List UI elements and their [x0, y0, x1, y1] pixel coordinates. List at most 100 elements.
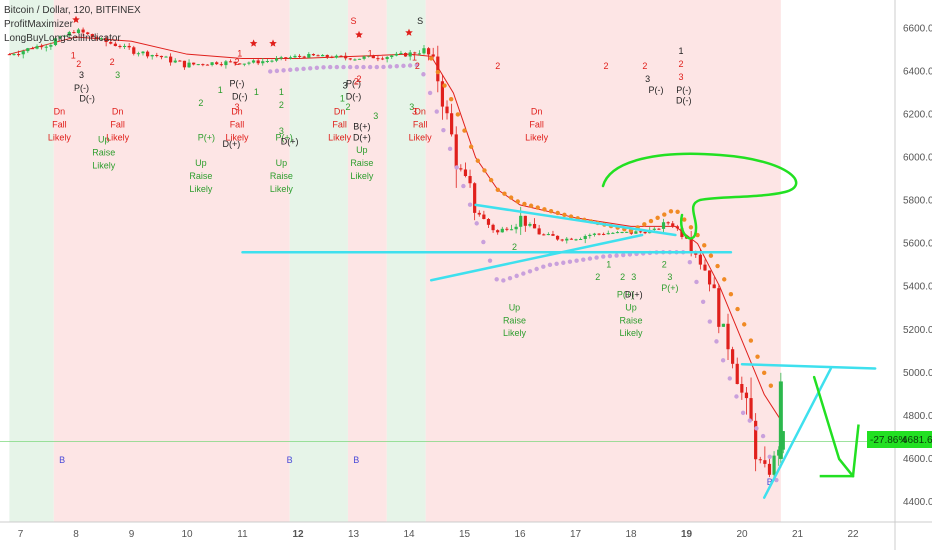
candle-body: [7, 54, 11, 56]
y-tick-label: 6000.0: [903, 153, 932, 164]
candle-body: [657, 228, 661, 230]
candle-body: [505, 228, 509, 230]
candle-body: [712, 284, 716, 289]
signal-label: 3: [645, 74, 650, 84]
candle-body: [698, 254, 702, 265]
signal-label: S: [350, 16, 356, 26]
x-tick-label: 16: [514, 529, 526, 540]
orange-dot: [728, 292, 734, 297]
purple-dot: [614, 253, 619, 258]
purple-dot: [441, 127, 446, 133]
candle-body: [104, 38, 108, 43]
candle-body: [173, 60, 177, 63]
candle-body: [643, 231, 647, 234]
candle-body: [744, 392, 749, 399]
signal-label: 3: [373, 111, 378, 121]
candle-body: [118, 46, 122, 48]
candle-body: [362, 56, 366, 59]
purple-dot: [334, 64, 340, 70]
y-tick-label: 5200.0: [903, 325, 932, 336]
signal-label: 1: [237, 48, 242, 58]
resistance-line: [740, 362, 877, 370]
orange-dot: [735, 306, 740, 312]
purple-dot: [594, 255, 599, 260]
star-marker: [249, 39, 258, 47]
orange-dot: [542, 207, 547, 212]
symbol-title[interactable]: Bitcoin / Dollar, 120, BITFINEX: [4, 5, 141, 16]
candle-body: [606, 233, 610, 235]
orange-dot: [475, 158, 481, 163]
orange-dot: [722, 277, 727, 282]
purple-dot: [587, 256, 593, 261]
y-tick-label: 5000.0: [903, 368, 932, 379]
rising-trendline: [762, 367, 833, 499]
candle-body: [445, 106, 449, 114]
candle-body: [371, 55, 375, 59]
candle-body: [348, 58, 352, 60]
signal-label: 2: [620, 272, 625, 282]
zone-bull: [386, 0, 426, 522]
candle-body: [311, 54, 316, 56]
candle-body: [675, 226, 679, 229]
candle-body: [251, 60, 256, 63]
indicator-profitmaximizer[interactable]: ProfitMaximizer: [4, 19, 73, 30]
signal-label: B: [59, 455, 65, 465]
candle-body: [763, 460, 767, 464]
orange-dot: [768, 383, 774, 388]
candle-body: [740, 384, 744, 393]
purple-dot: [774, 477, 779, 483]
candle-body: [537, 228, 541, 235]
trend-zones: [9, 0, 781, 522]
signal-label: P(-): [648, 85, 663, 95]
candle-body: [274, 58, 279, 61]
purple-dot: [321, 65, 326, 70]
x-tick-label: 7: [18, 529, 24, 540]
signal-label: Raise: [270, 171, 293, 181]
user-drawings[interactable]: [241, 152, 877, 499]
candle-body: [661, 222, 666, 229]
signal-label: 2: [415, 61, 420, 71]
candle-body: [523, 215, 527, 226]
purple-trailing-dots: [268, 62, 779, 483]
orange-dot: [448, 96, 454, 102]
candle-body: [49, 45, 53, 47]
candle-body: [265, 60, 269, 62]
purple-dot: [700, 299, 706, 304]
x-tick-label: 20: [736, 529, 748, 540]
orange-dot: [435, 69, 441, 75]
candle-body: [689, 238, 693, 252]
purple-dot: [407, 63, 413, 68]
candle-body: [625, 231, 629, 233]
purple-dot: [720, 358, 726, 363]
candle-body: [703, 264, 707, 271]
candle-body: [224, 61, 228, 66]
orange-dot: [548, 208, 554, 214]
signal-label: Likely: [503, 328, 527, 338]
signal-label: 2: [604, 61, 609, 71]
x-tick-label: 8: [73, 529, 79, 540]
purple-dot: [567, 259, 573, 264]
signal-label: B: [767, 477, 773, 487]
x-tick-label: 9: [129, 529, 135, 540]
candle-body: [321, 54, 325, 57]
orange-dot: [502, 191, 507, 196]
y-tick-label: 6200.0: [903, 109, 932, 120]
candle-body: [731, 349, 735, 364]
candle-body: [491, 224, 495, 231]
candle-body: [574, 239, 578, 241]
orange-dot: [482, 168, 487, 173]
signal-label: 3: [667, 272, 672, 282]
purple-dot: [467, 202, 473, 207]
x-tick-label: 22: [847, 529, 859, 540]
candle-body: [496, 230, 500, 233]
purple-dot: [394, 64, 399, 69]
signal-label: P(+): [661, 283, 678, 293]
candle-body: [86, 32, 90, 35]
indicator-longbuylongsell[interactable]: LongBuyLongSellIndicator: [4, 33, 121, 44]
signal-label: D(-): [232, 91, 248, 101]
candle-body: [615, 232, 620, 234]
signal-label: 2: [234, 57, 239, 67]
signal-label: Likely: [189, 184, 213, 194]
